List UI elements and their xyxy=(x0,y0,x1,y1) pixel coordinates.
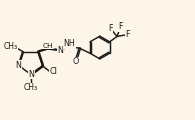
Text: CH: CH xyxy=(43,43,53,49)
Text: F: F xyxy=(118,22,123,31)
Text: CH₃: CH₃ xyxy=(4,42,18,51)
Text: F: F xyxy=(125,30,130,39)
Text: Cl: Cl xyxy=(50,67,58,76)
Text: O: O xyxy=(72,57,79,66)
Text: N: N xyxy=(16,61,21,70)
Text: N: N xyxy=(28,70,34,79)
Text: N: N xyxy=(57,45,63,54)
Text: CH₃: CH₃ xyxy=(24,83,38,92)
Text: NH: NH xyxy=(63,39,75,48)
Text: F: F xyxy=(108,24,113,33)
